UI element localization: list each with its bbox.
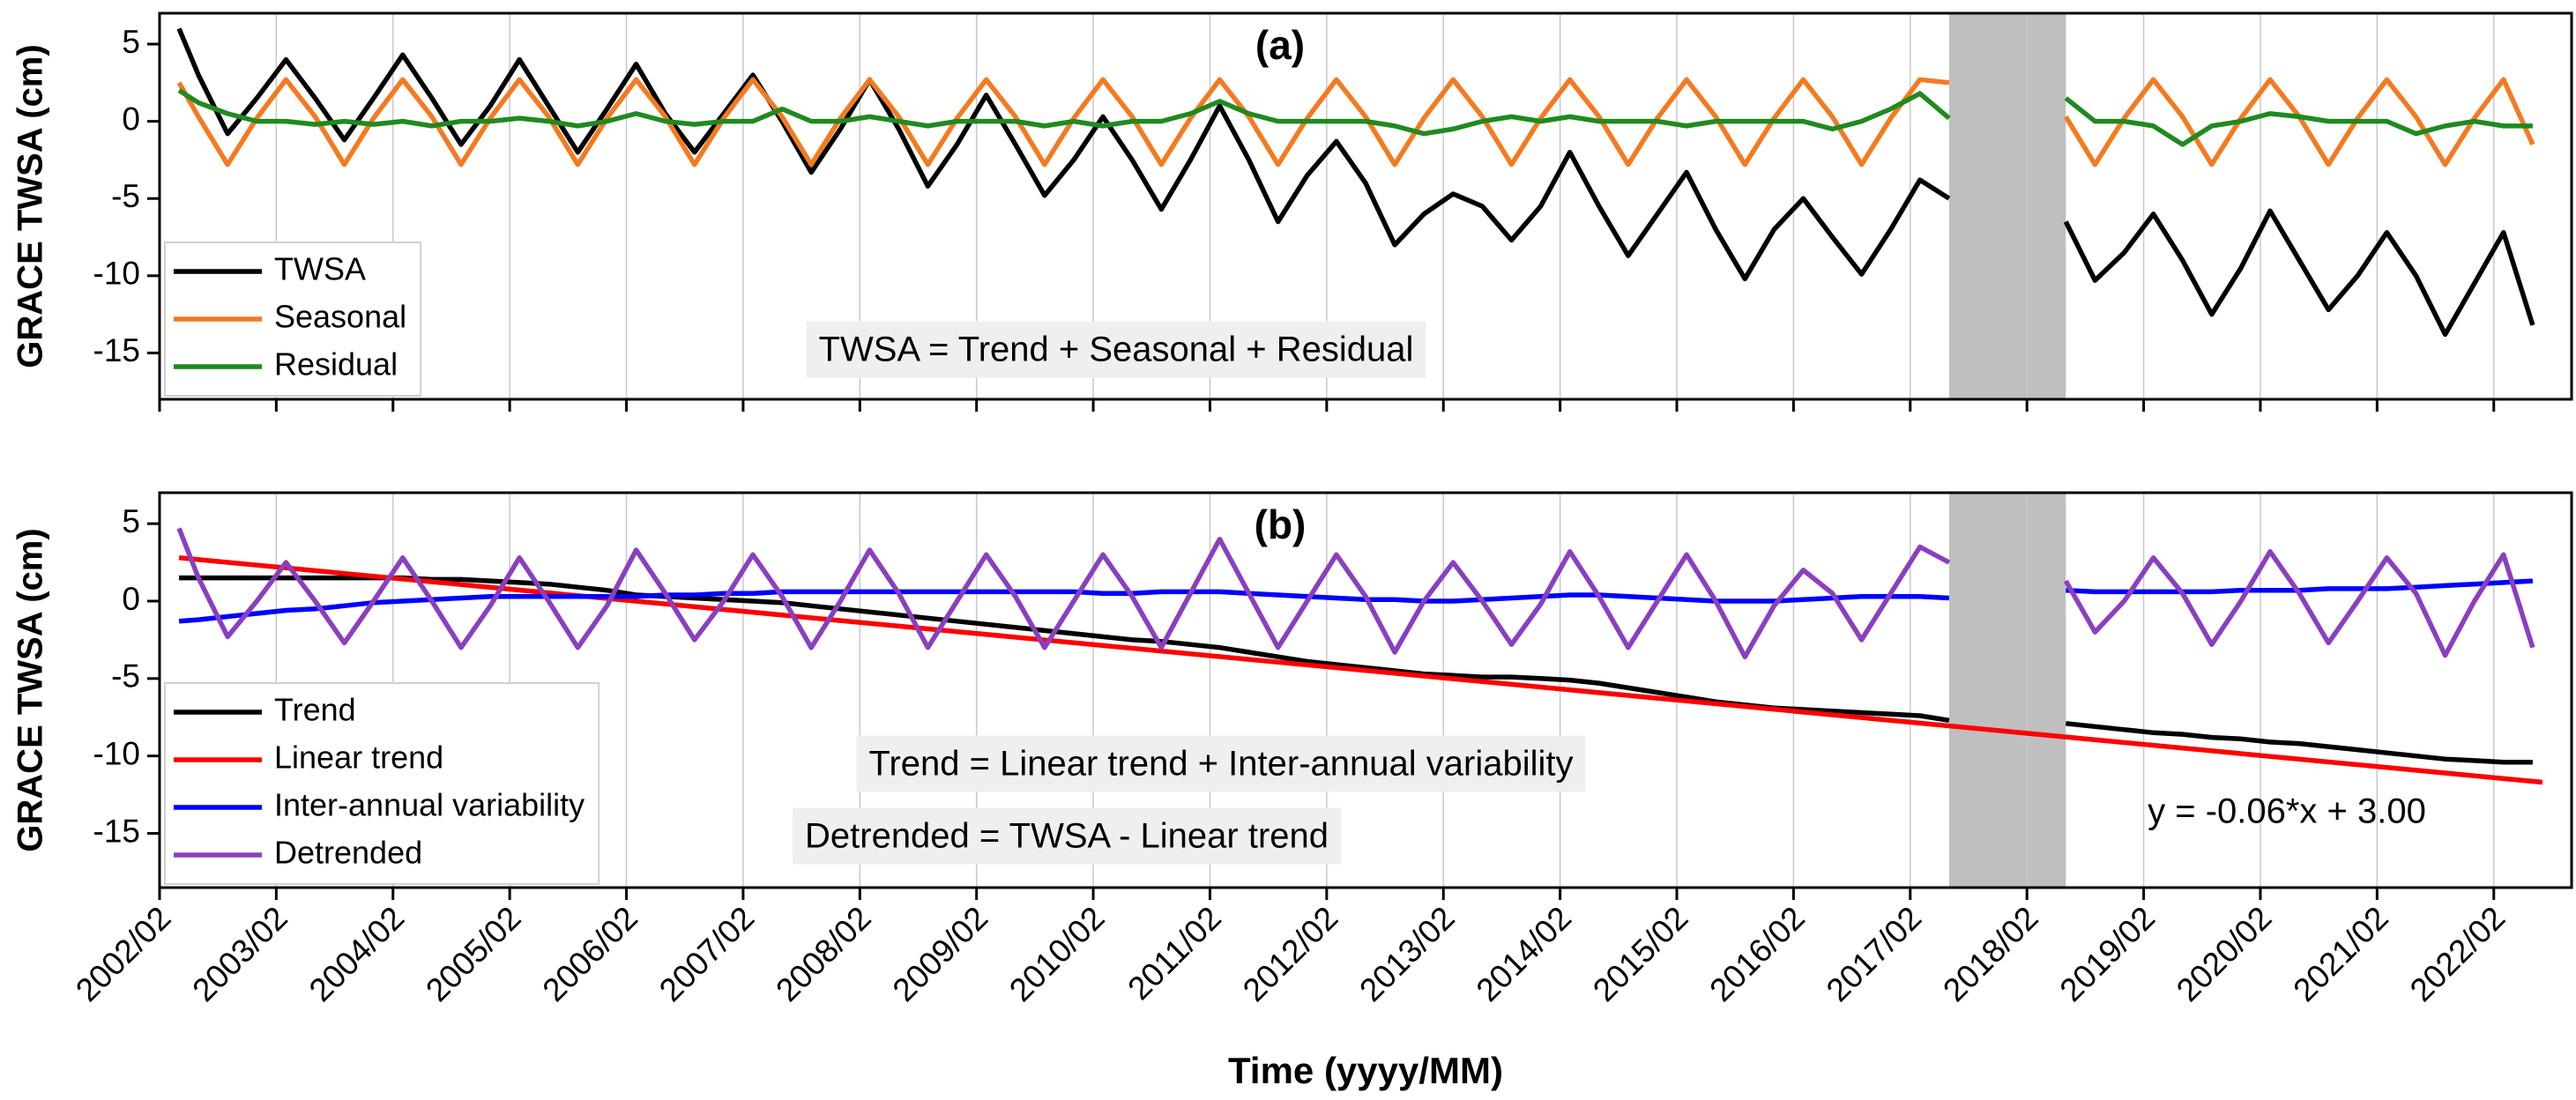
legend-label: Inter-annual variability	[274, 787, 584, 823]
y-tick-label: -10	[93, 256, 140, 292]
x-tick-label: 2009/02	[886, 900, 995, 1009]
x-axis-label: Time (yyyy/MM)	[1228, 1050, 1503, 1091]
x-tick-label: 2014/02	[1470, 900, 1579, 1009]
y-tick-label: -10	[93, 735, 140, 771]
x-tick-label: 2015/02	[1586, 900, 1695, 1009]
plot-frame	[158, 491, 2573, 889]
x-tick-label: 2006/02	[536, 900, 645, 1009]
legend-box	[164, 682, 600, 885]
plot-frame	[158, 11, 2573, 401]
panel-title: (a)	[1255, 22, 1305, 68]
y-tick-label: -5	[111, 178, 140, 214]
x-tick-label: 2013/02	[1352, 900, 1462, 1009]
annotation: Trend = Linear trend + Inter-annual vari…	[856, 735, 1586, 792]
y-axis-label: GRACE TWSA (cm)	[11, 528, 50, 851]
x-tick-label: 2017/02	[1820, 900, 1929, 1009]
data-gap-region	[1948, 493, 2066, 888]
x-tick-label: 2011/02	[1120, 900, 1228, 1007]
legend-label: Trend	[274, 692, 356, 728]
series-line	[177, 88, 2533, 147]
panel-title: (b)	[1254, 502, 1307, 547]
x-tick-label: 2016/02	[1702, 900, 1812, 1009]
x-tick-label: 2012/02	[1236, 900, 1345, 1009]
x-tick-label: 2003/02	[185, 900, 294, 1009]
annotation: Detrended = TWSA - Linear trend	[793, 807, 1342, 865]
data-gap-region	[1948, 13, 2066, 399]
annotation-box	[806, 321, 1426, 378]
x-tick-label: 2004/02	[302, 900, 412, 1009]
x-tick-label: 2010/02	[1002, 900, 1112, 1009]
annotation: y = -0.06*x + 3.00	[2148, 792, 2426, 831]
y-tick-label: -15	[93, 332, 140, 368]
annotation-box	[793, 807, 1342, 865]
series-line	[179, 575, 2533, 765]
y-tick-label: 5	[122, 503, 140, 539]
y-tick-label: -15	[93, 813, 140, 849]
x-tick-label: 2018/02	[1936, 900, 2045, 1009]
annotation-text: Detrended = TWSA - Linear trend	[805, 817, 1329, 856]
legend: TWSA Seasonal Residual	[164, 242, 422, 397]
legend-label: TWSA	[274, 251, 366, 287]
x-tick-label: 2008/02	[769, 900, 878, 1009]
y-tick-label: 0	[122, 100, 140, 137]
series-line	[176, 27, 2535, 338]
x-tick-label: 2019/02	[2053, 900, 2163, 1009]
y-tick-label: -5	[111, 658, 140, 695]
annotation-text: TWSA = Trend + Seasonal + Residual	[819, 331, 1414, 369]
annotation-text: y = -0.06*x + 3.00	[2148, 792, 2426, 831]
x-tick-label: 2020/02	[2170, 900, 2279, 1009]
x-tick-label: 2021/02	[2286, 900, 2395, 1009]
y-axis-label: GRACE TWSA (cm)	[11, 44, 50, 368]
x-tick-label: 2002/02	[69, 900, 178, 1009]
legend: Trend Linear trend Inter-annual variabilit…	[164, 682, 600, 885]
panel: 2002/02 2003/02 2004/02 2005/02 2006/02 2007/…	[11, 491, 2573, 1091]
x-tick-label: 2005/02	[419, 900, 528, 1009]
legend-label: Seasonal	[274, 299, 406, 335]
y-tick-label: 0	[122, 581, 140, 617]
annotation-box	[856, 735, 1586, 792]
panel: 5 0 -5 -10 -15 (a) GRACE TWSA (cm) TWSA Seasonal…	[11, 11, 2573, 412]
legend-label: Detrended	[274, 835, 422, 871]
series-line	[176, 527, 2535, 659]
legend-label: Residual	[274, 346, 398, 383]
x-tick-label: 2022/02	[2403, 900, 2513, 1009]
annotation-text: Trend = Linear trend + Inter-annual vari…	[869, 745, 1574, 784]
annotation: TWSA = Trend + Seasonal + Residual	[806, 321, 1426, 378]
y-tick-label: 5	[122, 24, 140, 60]
x-tick-label: 2007/02	[652, 900, 762, 1009]
legend-label: Linear trend	[274, 740, 443, 776]
